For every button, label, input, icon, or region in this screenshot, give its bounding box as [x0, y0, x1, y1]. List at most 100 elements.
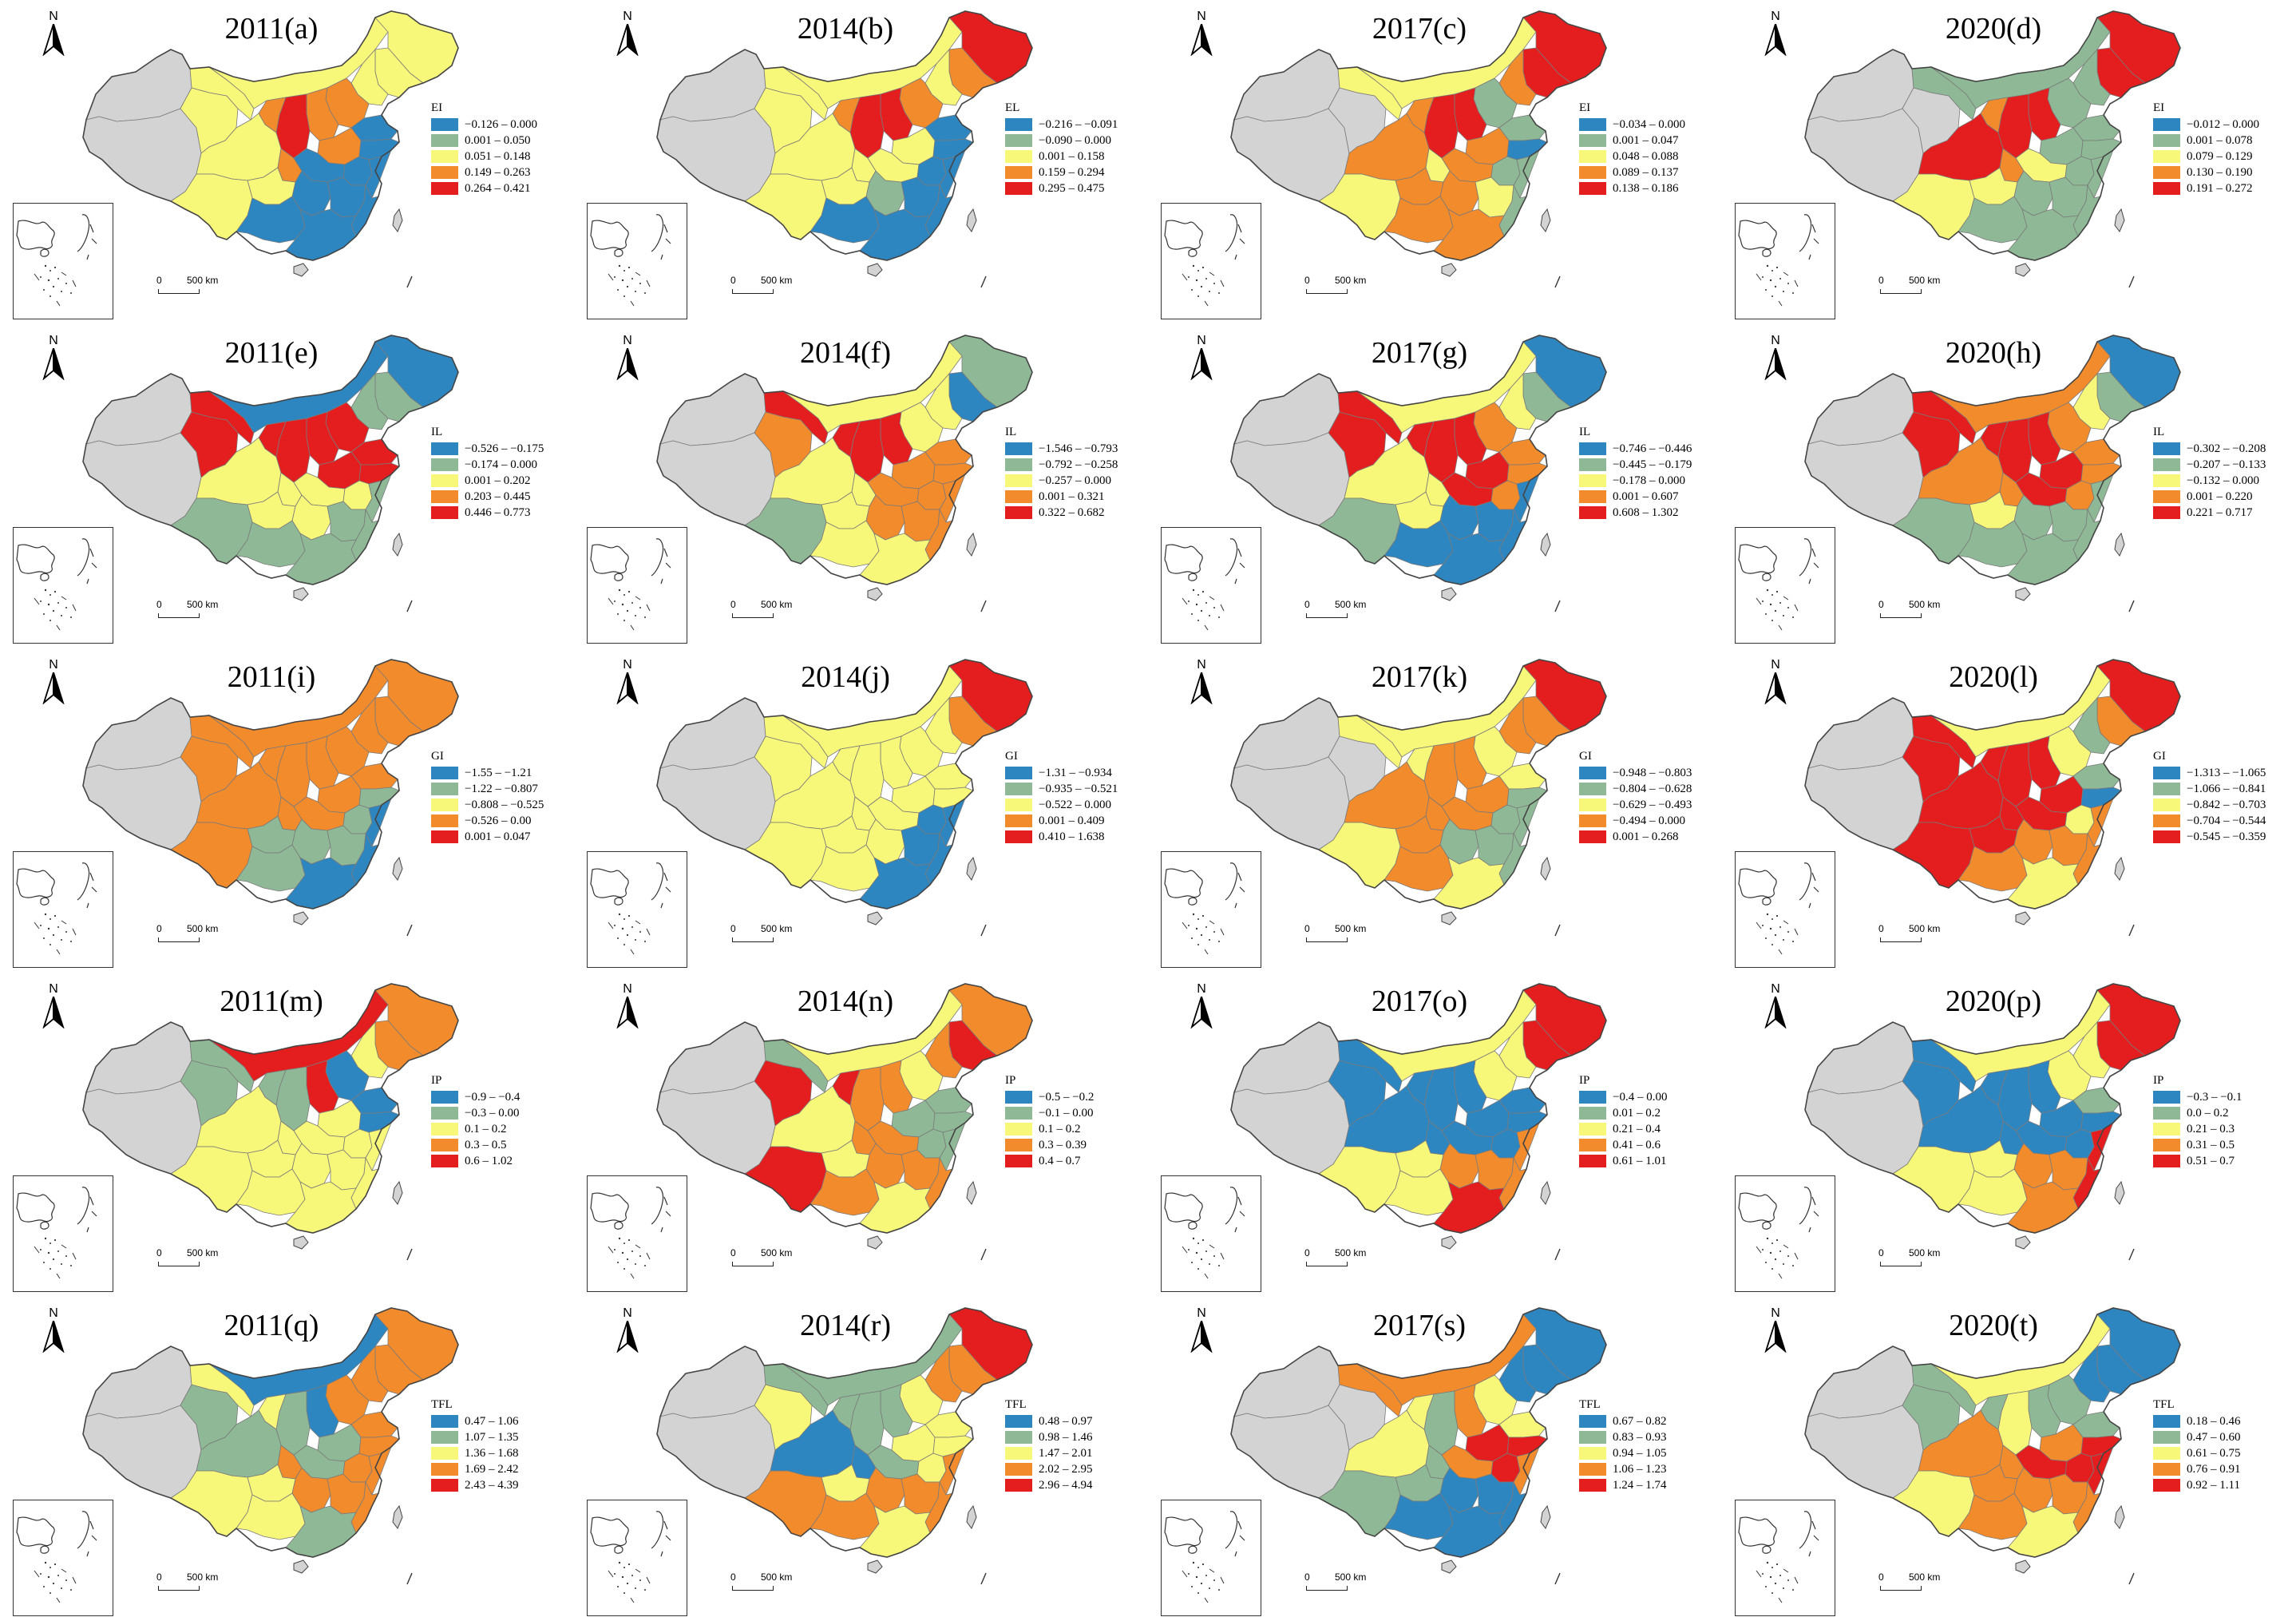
region-jiangsu	[358, 1435, 400, 1457]
legend-swatch	[1005, 506, 1032, 519]
scale-bar: 0 500 km	[1878, 923, 2006, 950]
islands	[293, 532, 413, 612]
scale-zero: 0	[156, 1571, 162, 1583]
region-jiangsu	[932, 462, 974, 485]
hainan	[293, 1560, 309, 1574]
country-outline	[656, 1307, 1033, 1558]
legend-swatch	[431, 1463, 458, 1476]
legend-title: GI	[1579, 750, 1592, 763]
legend-label: −0.494 – 0.000	[1613, 814, 1685, 827]
hainan	[867, 1235, 883, 1250]
region-jiangsu	[358, 1111, 400, 1133]
legend-label: −0.1 – 0.00	[1039, 1107, 1094, 1120]
legend-swatch	[2153, 1139, 2180, 1151]
legend-item: 0.138 – 0.186	[1579, 180, 1715, 196]
north-arrow: N	[40, 10, 67, 57]
legend-item: −0.174 – 0.000	[431, 457, 567, 473]
legend-rows: −0.526 – −0.175 −0.174 – 0.000 0.001 – 0.2…	[431, 441, 567, 521]
legend-swatch	[1579, 1479, 1606, 1492]
inset-map	[1738, 214, 1819, 307]
region-tibet	[82, 108, 202, 202]
legend-item: −0.522 – 0.000	[1005, 797, 1141, 813]
legend-label: −1.22 – −0.807	[465, 783, 538, 795]
north-label: N	[1771, 982, 1780, 996]
legend-item: 0.001 – 0.220	[2153, 489, 2289, 505]
region-jiangsu	[932, 787, 974, 809]
china-map	[82, 1307, 459, 1585]
china-map	[82, 983, 459, 1261]
legend-item: −0.5 – −0.2	[1005, 1089, 1141, 1105]
legend-title: TFL	[431, 1398, 453, 1411]
islands	[293, 1180, 413, 1261]
legend-label: 0.48 – 0.97	[1039, 1415, 1093, 1428]
legend-item: −0.494 – 0.000	[1579, 813, 1715, 829]
island-mark	[2128, 1572, 2135, 1585]
legend-item: 0.159 – 0.294	[1005, 164, 1141, 180]
north-label: N	[49, 658, 58, 672]
china-map	[1804, 1307, 2181, 1585]
legend-label: 0.001 – 0.321	[1039, 490, 1105, 503]
scale-line	[732, 289, 774, 294]
scale-zero: 0	[730, 1247, 736, 1258]
scale-line	[158, 1262, 200, 1266]
legend-title: GI	[1005, 750, 1018, 763]
north-arrow: N	[1188, 982, 1215, 1030]
legend-title: EI	[1579, 101, 1591, 114]
legend-label: 0.01 – 0.2	[1613, 1107, 1661, 1120]
legend: IL −0.526 – −0.175 −0.174 – 0.000 0.001 – …	[431, 425, 567, 521]
region-tibet	[1804, 108, 1924, 202]
legend-label: 0.1 – 0.2	[465, 1123, 507, 1135]
inset-map	[1164, 1187, 1245, 1279]
taiwan	[1540, 1180, 1551, 1205]
north-arrow-icon	[1190, 348, 1213, 380]
legend-swatch	[431, 814, 458, 827]
panel-title: 2014(j)	[801, 660, 890, 694]
map-panel-3: N 2017(c) EI −0.034 – 0.000 0.001 – 0.047…	[1148, 0, 1722, 324]
north-label: N	[1197, 982, 1206, 996]
scale-zero: 0	[730, 275, 736, 286]
legend-swatch	[1579, 1155, 1606, 1167]
legend-item: −0.012 – 0.000	[2153, 117, 2289, 133]
legend: IP −0.9 – −0.4 −0.3 – 0.00 0.1 – 0.2 0.3 – …	[431, 1073, 567, 1169]
legend-swatch	[1579, 1431, 1606, 1444]
legend-label: −0.526 – −0.175	[465, 442, 544, 455]
legend-label: 0.221 – 0.717	[2187, 506, 2253, 519]
map-panel-18: N 2014(r) TFL 0.48 – 0.97 0.98 – 1.46 1.47…	[574, 1297, 1148, 1621]
island-mark	[2128, 924, 2135, 937]
legend-item: 0.1 – 0.2	[431, 1121, 567, 1137]
map-panel-19: N 2017(s) TFL 0.67 – 0.82 0.83 – 0.93 0.94…	[1148, 1297, 1722, 1621]
region-jiangsu	[1506, 1111, 1548, 1133]
north-label: N	[49, 10, 58, 23]
north-arrow-icon	[1190, 672, 1213, 704]
china-map	[1230, 659, 1607, 937]
legend: EL −0.216 – −0.091 −0.090 – 0.000 0.001 – …	[1005, 101, 1141, 196]
legend-item: 1.06 – 1.23	[1579, 1461, 1715, 1477]
scale-distance: 500 km	[761, 599, 793, 610]
legend-swatch	[431, 490, 458, 503]
region-tibet	[656, 432, 776, 526]
taiwan	[1540, 532, 1551, 557]
legend-swatch	[1579, 814, 1606, 827]
north-arrow-icon	[1764, 348, 1787, 380]
legend-swatch	[2153, 814, 2180, 827]
legend-item: 1.69 – 2.42	[431, 1461, 567, 1477]
legend-item: −0.629 – −0.493	[1579, 797, 1715, 813]
china-outline	[656, 10, 1033, 261]
legend-swatch	[2153, 1415, 2180, 1428]
legend-swatch	[2153, 799, 2180, 811]
legend-swatch	[1579, 1463, 1606, 1476]
legend-item: 0.221 – 0.717	[2153, 505, 2289, 521]
legend-swatch	[431, 134, 458, 147]
legend-item: −0.808 – −0.525	[431, 797, 567, 813]
taiwan	[392, 532, 403, 557]
legend-rows: −0.9 – −0.4 −0.3 – 0.00 0.1 – 0.2 0.3 – 0.5…	[431, 1089, 567, 1169]
legend-item: 0.3 – 0.5	[431, 1137, 567, 1153]
legend-label: 0.203 – 0.445	[465, 490, 531, 503]
scale-zero: 0	[730, 1571, 736, 1583]
legend-swatch	[1579, 783, 1606, 795]
inset-map	[16, 862, 97, 955]
north-arrow-icon	[1764, 24, 1787, 56]
inset-map	[1164, 1511, 1245, 1603]
island-mark	[1554, 600, 1561, 612]
legend-item: 0.94 – 1.05	[1579, 1445, 1715, 1461]
